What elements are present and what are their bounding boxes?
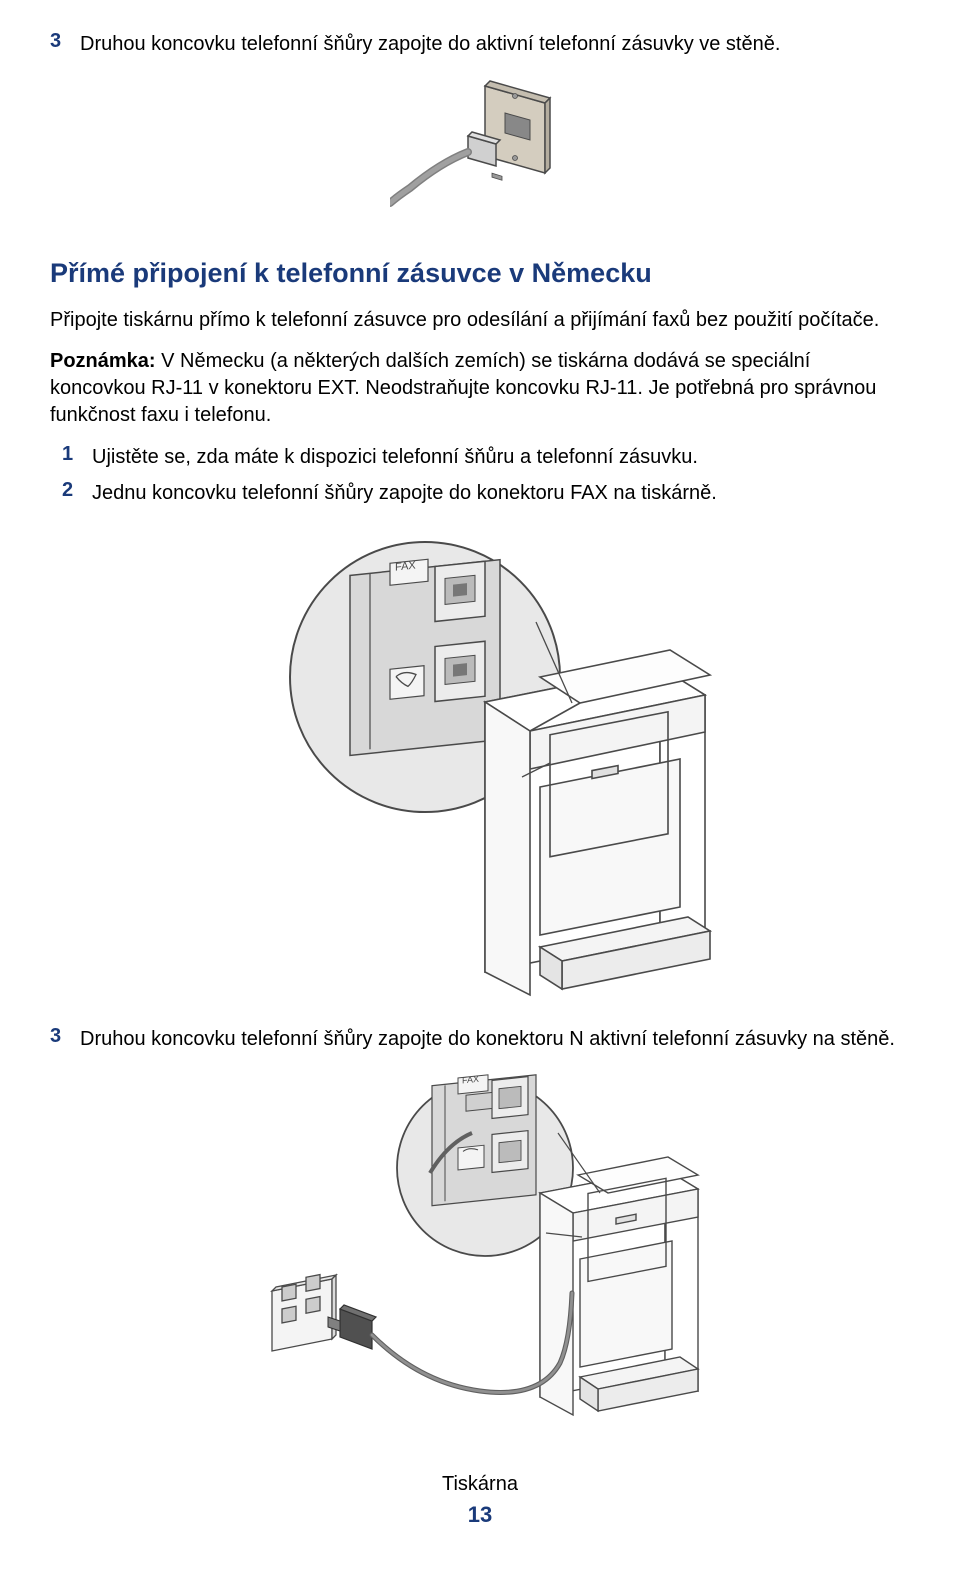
fax-label-2: FAX [462, 1074, 479, 1086]
step-item: 3 Druhou koncovku telefonní šňůry zapojt… [50, 1025, 910, 1053]
intro-paragraph: Připojte tiskárnu přímo k telefonní zásu… [50, 307, 910, 334]
illustration-printer-closeup: FAX [50, 527, 910, 997]
printer-wall-svg: FAX [220, 1073, 740, 1433]
note-label: Poznámka: [50, 350, 156, 372]
printer-closeup-svg: FAX [240, 527, 720, 997]
steps-list: 1 Ujistěte se, zda máte k dispozici tele… [62, 443, 910, 507]
illustration-printer-wall: FAX [50, 1073, 910, 1433]
step-number: 1 [62, 443, 92, 466]
step-item: 3 Druhou koncovku telefonní šňůry zapojt… [50, 30, 910, 58]
illustration-wall-socket [50, 78, 910, 228]
section-heading: Přímé připojení k telefonní zásuvce v Ně… [50, 258, 910, 289]
step-number: 2 [62, 479, 92, 502]
fax-label: FAX [395, 559, 416, 573]
page-number: 13 [50, 1502, 910, 1528]
step-item: 2 Jednu koncovku telefonní šňůry zapojte… [62, 479, 910, 507]
note-text: V Německu (a některých dalších zemích) s… [50, 350, 876, 426]
note-paragraph: Poznámka: V Německu (a některých dalších… [50, 348, 910, 429]
wall-socket-svg [390, 78, 570, 228]
step-item: 1 Ujistěte se, zda máte k dispozici tele… [62, 443, 910, 471]
step-text: Druhou koncovku telefonní šňůry zapojte … [80, 1025, 895, 1053]
step-text: Jednu koncovku telefonní šňůry zapojte d… [92, 479, 717, 507]
step-number: 3 [50, 30, 80, 53]
step-number: 3 [50, 1025, 80, 1048]
footer-label: Tiskárna [50, 1473, 910, 1496]
step-text: Druhou koncovku telefonní šňůry zapojte … [80, 30, 780, 58]
step-text: Ujistěte se, zda máte k dispozici telefo… [92, 443, 698, 471]
